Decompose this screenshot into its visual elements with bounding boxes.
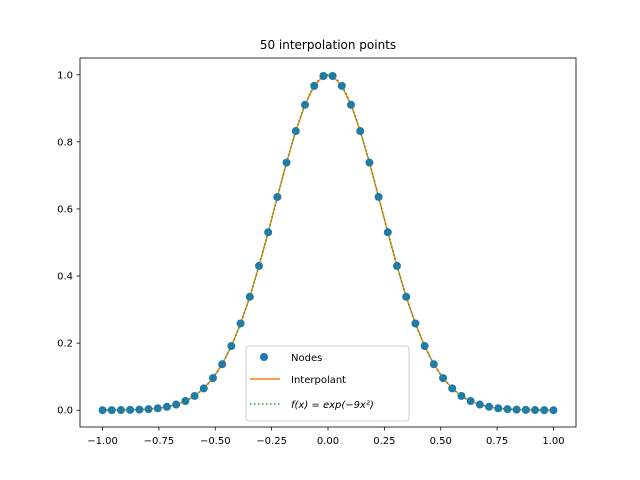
node-point [236, 319, 245, 328]
y-tick-label: 0.6 [57, 204, 73, 215]
node-point [494, 404, 503, 413]
legend-marker-nodes [260, 353, 268, 361]
node-point [199, 384, 208, 393]
x-tick-label: 0.00 [317, 436, 339, 447]
series-function-curve [102, 74, 554, 411]
y-tick-label: 0.0 [57, 406, 73, 417]
legend-label-interpolant: Interpolant [291, 375, 346, 386]
x-tick-label: −0.75 [144, 436, 175, 447]
node-point [457, 391, 466, 400]
y-tick-label: 0.8 [57, 137, 73, 148]
node-point [172, 400, 181, 409]
legend: Nodes Interpolant f(x) = exp(−9x²) [245, 345, 410, 422]
legend-label-function: f(x) = exp(−9x²) [291, 400, 374, 411]
node-point [301, 100, 309, 109]
node-point [144, 405, 153, 414]
node-point [328, 72, 337, 81]
node-point [254, 261, 263, 270]
node-point [466, 397, 475, 406]
node-point [116, 406, 125, 415]
y-axis: 0.0 0.2 0.4 0.6 0.8 1.0 [57, 70, 80, 417]
node-point [126, 405, 135, 414]
y-tick-label: 1.0 [57, 70, 73, 81]
x-tick-label: 1.00 [542, 436, 564, 447]
node-point [181, 397, 190, 406]
node-point [485, 402, 494, 411]
x-axis: −1.00 −0.75 −0.50 −0.25 0.00 0.25 0.50 0.75 1.00 [87, 427, 565, 447]
node-point [310, 81, 319, 90]
y-tick-label: 0.2 [57, 339, 73, 350]
node-point [337, 81, 346, 90]
node-point [439, 374, 448, 383]
chart-title: 50 interpolation points [260, 38, 396, 52]
legend-label-nodes: Nodes [291, 353, 322, 364]
curve-layer [102, 74, 554, 411]
node-point [512, 405, 521, 414]
node-point [190, 391, 199, 400]
legend-box [245, 345, 410, 422]
node-point [521, 405, 530, 414]
x-tick-label: 0.50 [430, 436, 452, 447]
x-tick-label: −0.25 [256, 436, 287, 447]
node-point [291, 127, 300, 136]
x-tick-label: −1.00 [87, 436, 118, 447]
x-tick-label: 0.25 [373, 436, 395, 447]
node-point [549, 406, 558, 415]
y-tick-label: 0.4 [57, 272, 73, 283]
node-point [153, 404, 162, 413]
axes-frame [79, 57, 577, 428]
x-tick-label: −0.50 [200, 436, 231, 447]
x-tick-label: 0.75 [486, 436, 508, 447]
node-point [531, 406, 540, 415]
node-point [245, 292, 254, 301]
